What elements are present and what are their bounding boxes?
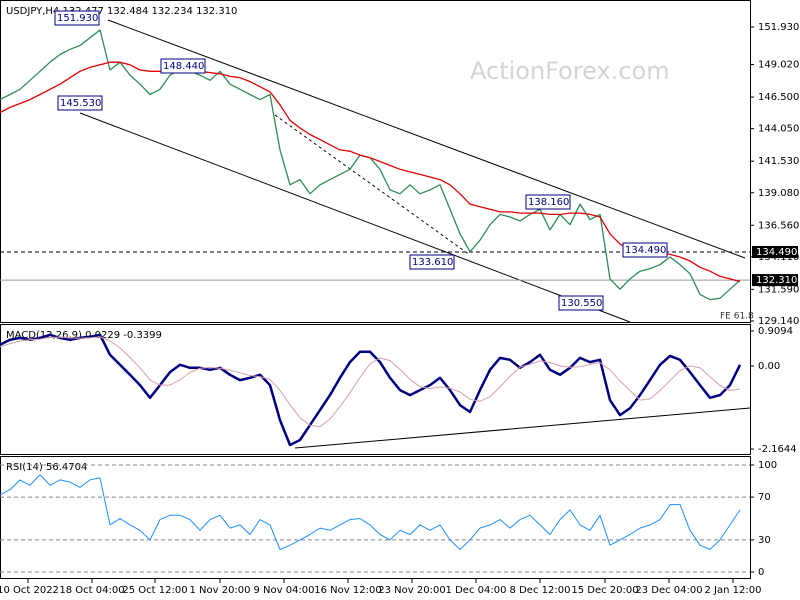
series-line	[0, 61, 741, 283]
y-tick-label: 139.080	[758, 188, 799, 199]
annotation-box	[558, 295, 604, 311]
y-tick-label: 146.500	[758, 92, 799, 103]
price-title: USDJPY,H4 132.477 132.484 132.234 132.31…	[6, 6, 237, 17]
annotation-box	[409, 254, 455, 270]
series-line	[0, 333, 742, 447]
y-tick-label: 30	[758, 535, 771, 546]
y-tick-label: 136.560	[758, 220, 799, 231]
annotation-box	[54, 10, 100, 26]
series-line	[0, 336, 741, 428]
x-tick-label: 23 Dec 04:00	[635, 585, 702, 596]
annotation: 130.550	[561, 298, 602, 309]
x-tick-label: 18 Oct 04:00	[59, 585, 124, 596]
macd-trendline	[294, 407, 751, 449]
x-tick-label: 8 Dec 12:00	[510, 585, 571, 596]
y-tick-label: 100	[758, 460, 777, 471]
level-label-box	[752, 245, 798, 258]
y-tick-label: 0.9094	[758, 326, 793, 337]
channel-lower	[79, 112, 631, 323]
y-tick-label: 129.140	[758, 316, 799, 327]
level-label: 134.490	[756, 247, 797, 258]
x-tick-label: 1 Dec 04:00	[446, 585, 507, 596]
annotation-box	[622, 242, 668, 258]
macd-title: MACD(12,26,9) 0.0229 -0.3399	[6, 330, 162, 341]
x-tick-label: 16 Nov 12:00	[314, 585, 381, 596]
y-tick-label: 70	[758, 492, 771, 503]
x-tick-label: 2 Jan 12:00	[705, 585, 762, 596]
rsi-panel	[0, 456, 751, 579]
series-line	[0, 474, 741, 550]
level-label-box	[752, 274, 798, 287]
y-tick-label: 149.020	[758, 60, 799, 71]
annotation: 138.160	[528, 197, 569, 208]
rsi-title: RSI(14) 56.4704	[6, 462, 87, 473]
x-tick-label: 15 Dec 20:00	[571, 585, 638, 596]
y-tick-label: 144.050	[758, 124, 799, 135]
y-tick-label: 0.00	[758, 361, 780, 372]
watermark: ActionForex.com	[470, 57, 670, 85]
x-tick-label: 1 Nov 20:00	[189, 585, 250, 596]
y-tick-label: 0	[758, 567, 764, 578]
annotation: 145.530	[60, 98, 101, 109]
level-label: 132.310	[756, 275, 797, 286]
channel-upper	[107, 19, 746, 259]
y-tick-label: 151.930	[758, 22, 799, 33]
annotation: 151.930	[57, 13, 98, 24]
projection-line	[274, 114, 471, 256]
x-tick-label: 10 Oct 2022	[0, 585, 59, 596]
annotation-box	[525, 194, 571, 210]
annotation-box	[160, 58, 206, 74]
annotation: 134.490	[625, 245, 666, 256]
annotation: 133.610	[412, 257, 453, 268]
x-tick-label: 25 Oct 12:00	[122, 585, 187, 596]
annotation: FE 61.8	[720, 312, 754, 322]
x-tick-label: 9 Nov 04:00	[253, 585, 314, 596]
annotation: 148.440	[163, 61, 204, 72]
annotation-box	[57, 95, 103, 111]
y-tick-label: 141.530	[758, 156, 799, 167]
x-tick-label: 23 Nov 20:00	[378, 585, 445, 596]
y-tick-label: 131.590	[758, 284, 799, 295]
y-tick-label: -2.1644	[758, 444, 797, 455]
macd-panel	[0, 324, 751, 455]
